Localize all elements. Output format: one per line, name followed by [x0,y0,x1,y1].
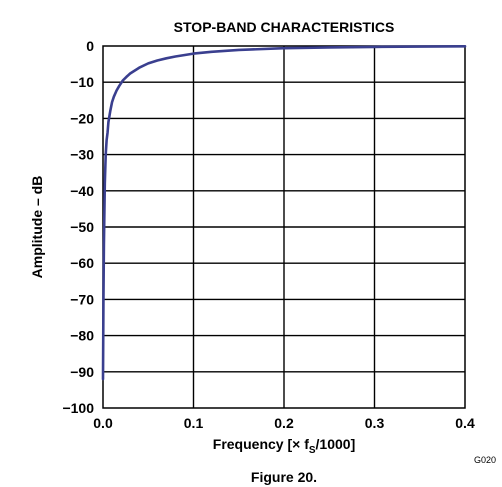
series-line [101,45,467,381]
x-axis-label-subscript: S [309,445,316,456]
x-tick-label: 0.3 [365,415,385,431]
y-tick-label: −90 [70,364,94,380]
x-axis-label-prefix: Frequency [ [213,436,293,452]
y-tick-label: −60 [70,255,94,271]
x-tick-labels: 0.0 0.1 0.2 0.3 0.4 [93,415,475,431]
y-tick-label: −70 [70,291,94,307]
y-tick-label: −20 [70,110,94,126]
x-tick-label: 0.1 [184,415,204,431]
y-axis-label: Amplitude – dB [29,176,45,279]
figure-code: G020 [474,455,496,465]
y-tick-label: −30 [70,147,94,163]
y-tick-label: −40 [70,183,94,199]
x-axis-label-times: × f [292,436,309,452]
series-lines [101,45,467,381]
y-tick-label: 0 [86,38,94,54]
x-axis-label-suffix: /1000] [316,436,356,452]
y-tick-labels: 0 −10 −20 −30 −40 −50 −60 −70 −80 −90 −100 [62,38,94,416]
grid-lines [103,46,465,408]
x-tick-label: 0.0 [93,415,113,431]
x-tick-label: 0.4 [455,415,475,431]
figure-caption: Figure 20. [251,469,317,485]
y-tick-label: −10 [70,74,94,90]
x-tick-label: 0.2 [274,415,294,431]
y-tick-label: −50 [70,219,94,235]
y-tick-label: −100 [62,400,94,416]
chart-title: STOP-BAND CHARACTERISTICS [174,19,395,35]
x-axis-label: Frequency [× fS/1000] [213,436,355,456]
y-tick-label: −80 [70,328,94,344]
